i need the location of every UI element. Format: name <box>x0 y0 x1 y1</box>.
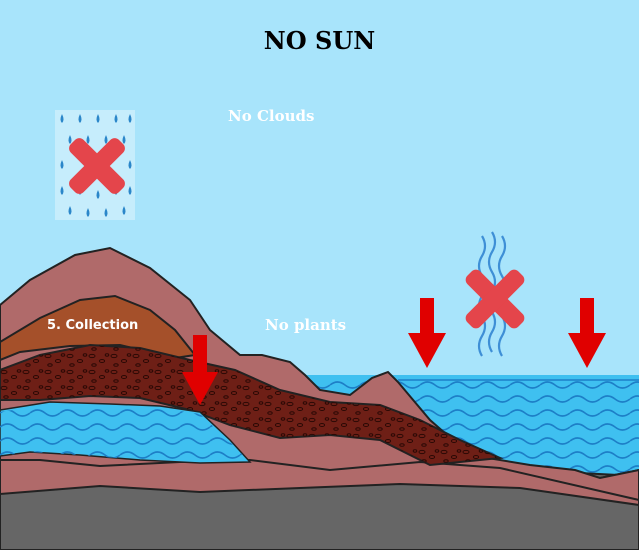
down-arrow-icon <box>408 298 446 368</box>
no-clouds-label: No Clouds <box>228 107 315 125</box>
groundwater <box>0 401 252 464</box>
red-x-icon <box>69 138 125 194</box>
down-arrow-icon <box>568 298 606 368</box>
down-arrow-icon <box>182 335 218 405</box>
red-x-icon <box>465 269 525 329</box>
no-plants-label: No plants <box>265 316 347 334</box>
collection-label: 5. Collection <box>47 318 139 333</box>
soil-layer <box>0 343 504 467</box>
diagram-title: NO SUN <box>263 26 376 55</box>
